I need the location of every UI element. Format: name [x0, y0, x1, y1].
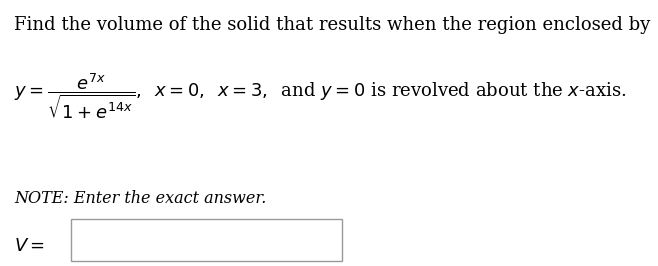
- Text: $V =$: $V =$: [14, 237, 45, 255]
- FancyBboxPatch shape: [71, 219, 342, 261]
- Text: Find the volume of the solid that results when the region enclosed by: Find the volume of the solid that result…: [14, 16, 651, 34]
- Text: NOTE: Enter the exact answer.: NOTE: Enter the exact answer.: [14, 190, 266, 207]
- Text: $y = \dfrac{e^{7x}}{\sqrt{1+e^{14x}}},$$\;\; x = 0, \;\; x = 3, \;\;$and $y = 0$: $y = \dfrac{e^{7x}}{\sqrt{1+e^{14x}}},$$…: [14, 72, 627, 122]
